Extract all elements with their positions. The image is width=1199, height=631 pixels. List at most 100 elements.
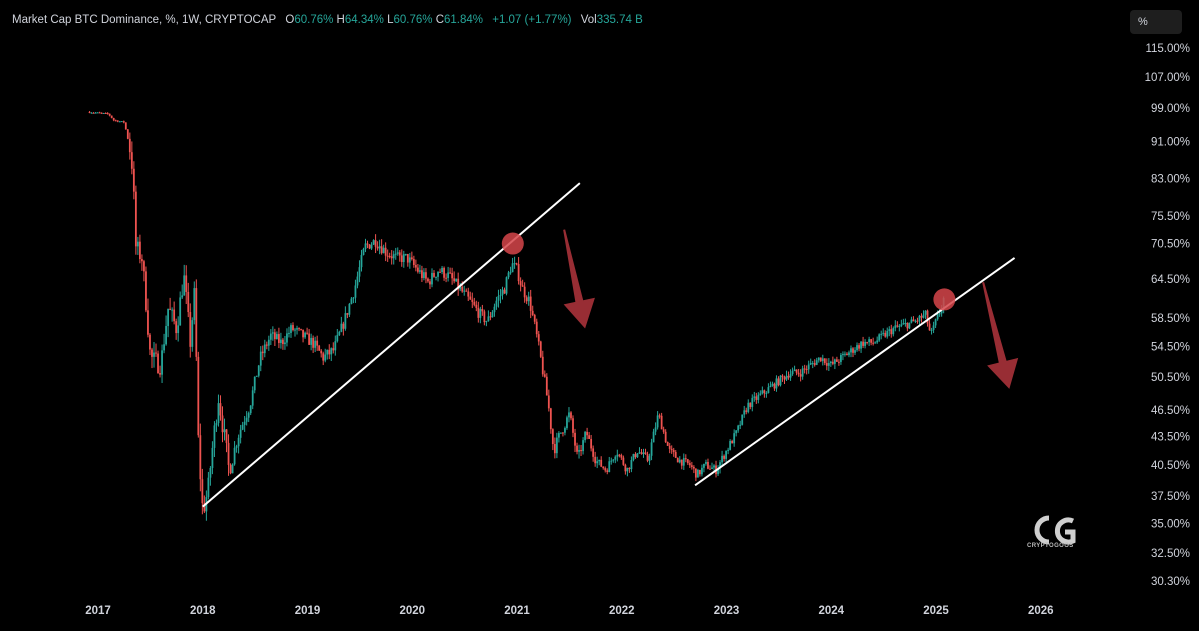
candle-body bbox=[545, 376, 548, 396]
candle-body bbox=[259, 351, 262, 366]
candle-body bbox=[177, 325, 180, 334]
candle-body bbox=[406, 254, 409, 263]
candle-body bbox=[251, 390, 254, 406]
candle-body bbox=[618, 454, 621, 456]
candle-body bbox=[705, 461, 707, 464]
candle-body bbox=[213, 425, 216, 448]
candle-body bbox=[437, 271, 439, 277]
low-label: L bbox=[387, 14, 394, 26]
candle-body bbox=[231, 464, 234, 474]
candle-body bbox=[880, 333, 883, 335]
candle-body bbox=[813, 363, 816, 365]
candle-body bbox=[402, 254, 405, 263]
candle-body bbox=[179, 297, 182, 326]
candle-body bbox=[840, 354, 842, 362]
candle-body bbox=[640, 452, 643, 455]
candle-body bbox=[277, 334, 280, 343]
candle-body bbox=[302, 329, 304, 338]
candle-body bbox=[852, 348, 854, 353]
candle-body bbox=[229, 464, 232, 474]
candle-body bbox=[723, 455, 725, 459]
candle-body bbox=[660, 415, 663, 430]
candle-body bbox=[725, 450, 727, 459]
candle-body bbox=[916, 320, 919, 322]
candle-body bbox=[201, 479, 204, 504]
candle-body bbox=[330, 348, 333, 355]
candle-body bbox=[211, 447, 214, 469]
candle-body bbox=[547, 395, 550, 409]
candle-body bbox=[185, 275, 188, 292]
candle-body bbox=[662, 429, 665, 432]
candle-body bbox=[688, 463, 691, 466]
candle-body bbox=[88, 111, 91, 113]
candle-body bbox=[372, 240, 375, 245]
candle-body bbox=[543, 374, 546, 377]
candle-body bbox=[392, 254, 395, 259]
candle-body bbox=[876, 340, 879, 343]
candle-body bbox=[414, 264, 417, 268]
candle-body bbox=[815, 360, 818, 365]
candle-body bbox=[769, 385, 772, 388]
candle-body bbox=[356, 276, 359, 286]
candle-body bbox=[658, 415, 661, 417]
candle-body bbox=[735, 430, 738, 434]
candle-body bbox=[286, 333, 288, 343]
candle-body bbox=[143, 261, 145, 272]
candle-body bbox=[868, 339, 871, 343]
candle-body bbox=[257, 365, 260, 376]
candle-body bbox=[483, 311, 486, 323]
candle-body bbox=[821, 358, 824, 362]
candle-body bbox=[842, 354, 844, 356]
candle-body bbox=[306, 332, 308, 334]
candle-body bbox=[739, 424, 742, 426]
candle-body bbox=[408, 257, 411, 263]
candle-body bbox=[96, 112, 99, 114]
candle-body bbox=[676, 457, 679, 463]
candle-body bbox=[191, 320, 194, 347]
candle-body bbox=[118, 121, 121, 123]
candle-body bbox=[104, 113, 107, 115]
candle-body bbox=[366, 243, 369, 245]
candle-body bbox=[310, 337, 313, 345]
candle-body bbox=[370, 244, 373, 249]
candle-body bbox=[614, 456, 617, 460]
candle-body bbox=[326, 349, 329, 355]
candle-body bbox=[797, 372, 800, 375]
candle-body bbox=[338, 331, 341, 336]
candle-body bbox=[838, 361, 840, 363]
candle-body bbox=[763, 390, 766, 394]
candle-body bbox=[588, 435, 591, 439]
candle-body bbox=[729, 441, 732, 450]
candle-body bbox=[666, 442, 669, 446]
candle-body bbox=[894, 325, 897, 329]
candle-body bbox=[644, 452, 647, 455]
candle-body bbox=[703, 463, 705, 468]
candle-body bbox=[241, 424, 244, 430]
candle-body bbox=[139, 241, 141, 260]
candle-body bbox=[574, 432, 576, 446]
candle-body bbox=[261, 351, 264, 354]
candle-body bbox=[298, 328, 300, 330]
candle-body bbox=[898, 325, 901, 327]
candle-body bbox=[473, 301, 476, 305]
open-label: O bbox=[285, 14, 295, 26]
candle-body bbox=[221, 415, 224, 433]
candle-body bbox=[314, 340, 317, 348]
candle-body bbox=[602, 466, 605, 469]
candle-body bbox=[562, 432, 564, 434]
candle-body bbox=[358, 267, 361, 277]
vol-value: 335.74 bbox=[596, 14, 632, 26]
candle-body bbox=[126, 129, 129, 139]
unit-toggle-button[interactable]: % bbox=[1130, 10, 1182, 34]
candle-body bbox=[626, 467, 629, 472]
candle-body bbox=[829, 361, 832, 364]
candle-body bbox=[461, 286, 464, 292]
candle-body bbox=[878, 334, 881, 341]
y-tick-label: 75.50% bbox=[1151, 211, 1190, 223]
candle-body bbox=[102, 113, 105, 115]
candle-body bbox=[467, 291, 470, 297]
candle-body bbox=[423, 272, 425, 279]
candle-body bbox=[457, 278, 460, 290]
candle-body bbox=[549, 408, 552, 430]
